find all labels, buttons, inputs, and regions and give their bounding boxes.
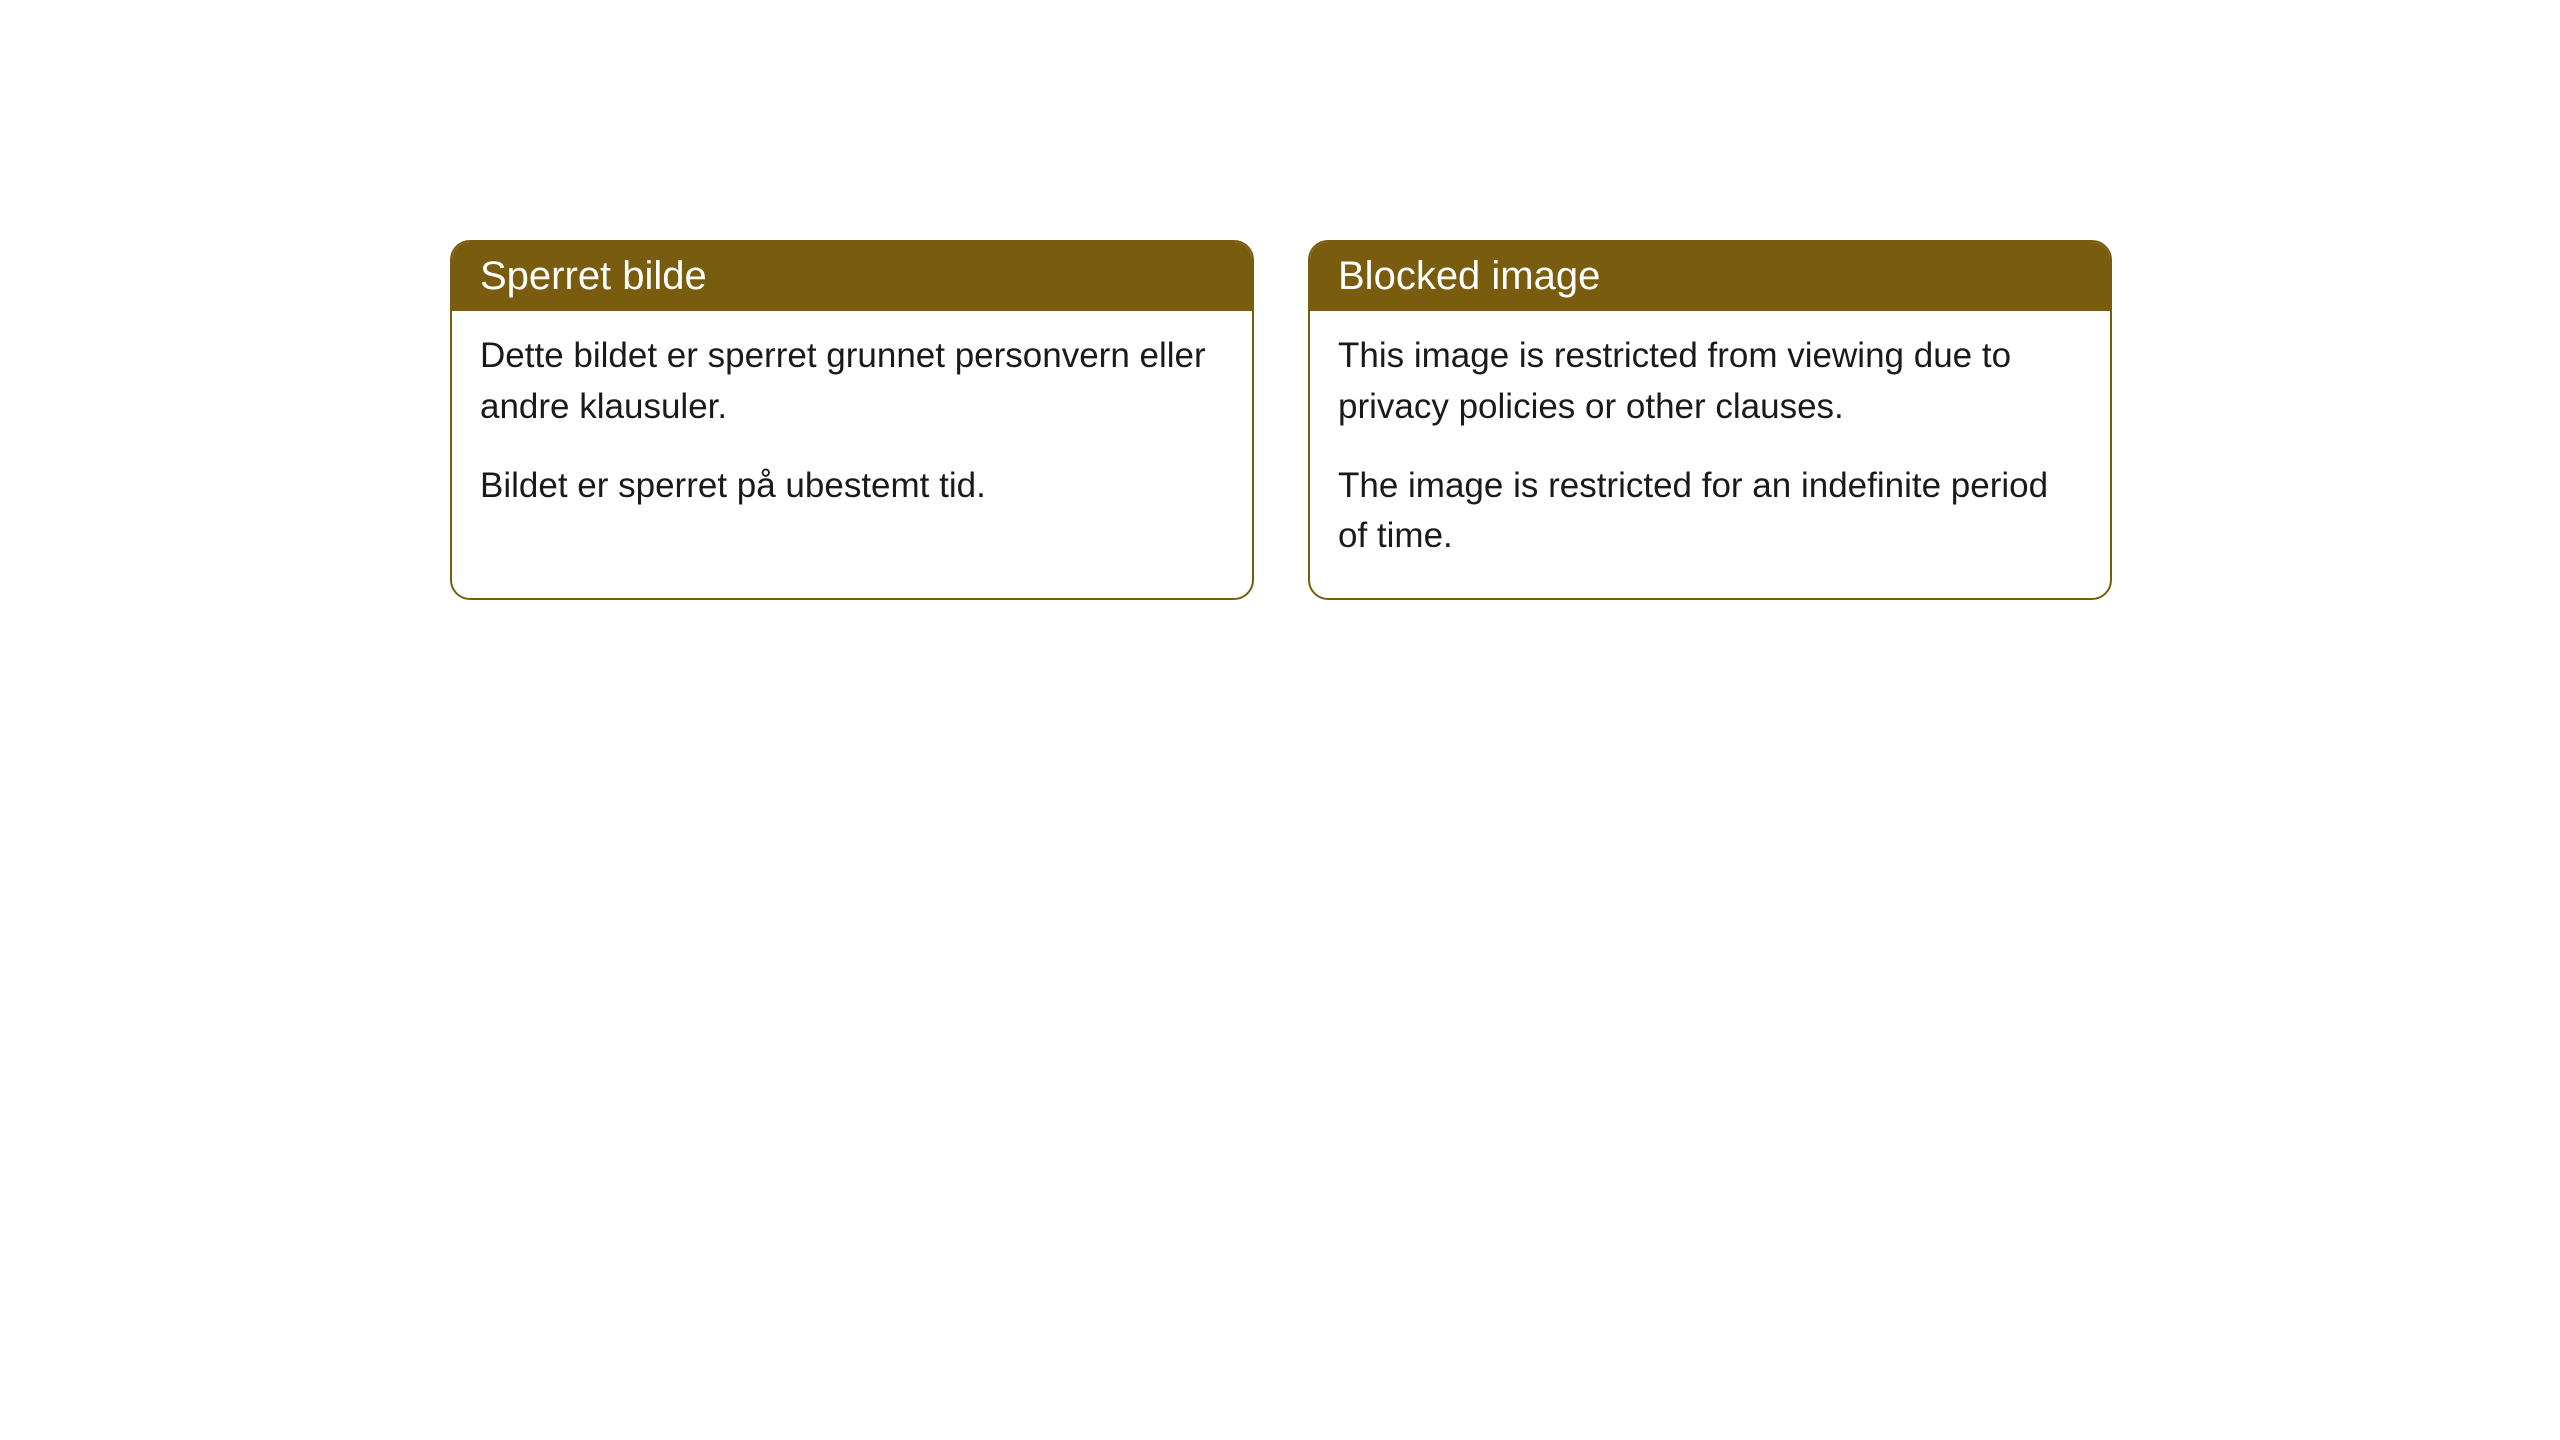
notice-cards-container: Sperret bilde Dette bildet er sperret gr…	[450, 240, 2112, 600]
card-body-english: This image is restricted from viewing du…	[1310, 311, 2110, 598]
blocked-image-card-english: Blocked image This image is restricted f…	[1308, 240, 2112, 600]
card-paragraph-2: Bildet er sperret på ubestemt tid.	[480, 461, 1224, 512]
card-body-norwegian: Dette bildet er sperret grunnet personve…	[452, 311, 1252, 547]
card-header-norwegian: Sperret bilde	[452, 242, 1252, 311]
card-title: Sperret bilde	[480, 254, 707, 298]
card-paragraph-1: Dette bildet er sperret grunnet personve…	[480, 331, 1224, 433]
card-header-english: Blocked image	[1310, 242, 2110, 311]
blocked-image-card-norwegian: Sperret bilde Dette bildet er sperret gr…	[450, 240, 1254, 600]
card-paragraph-1: This image is restricted from viewing du…	[1338, 331, 2082, 433]
card-paragraph-2: The image is restricted for an indefinit…	[1338, 461, 2082, 563]
card-title: Blocked image	[1338, 254, 1600, 298]
